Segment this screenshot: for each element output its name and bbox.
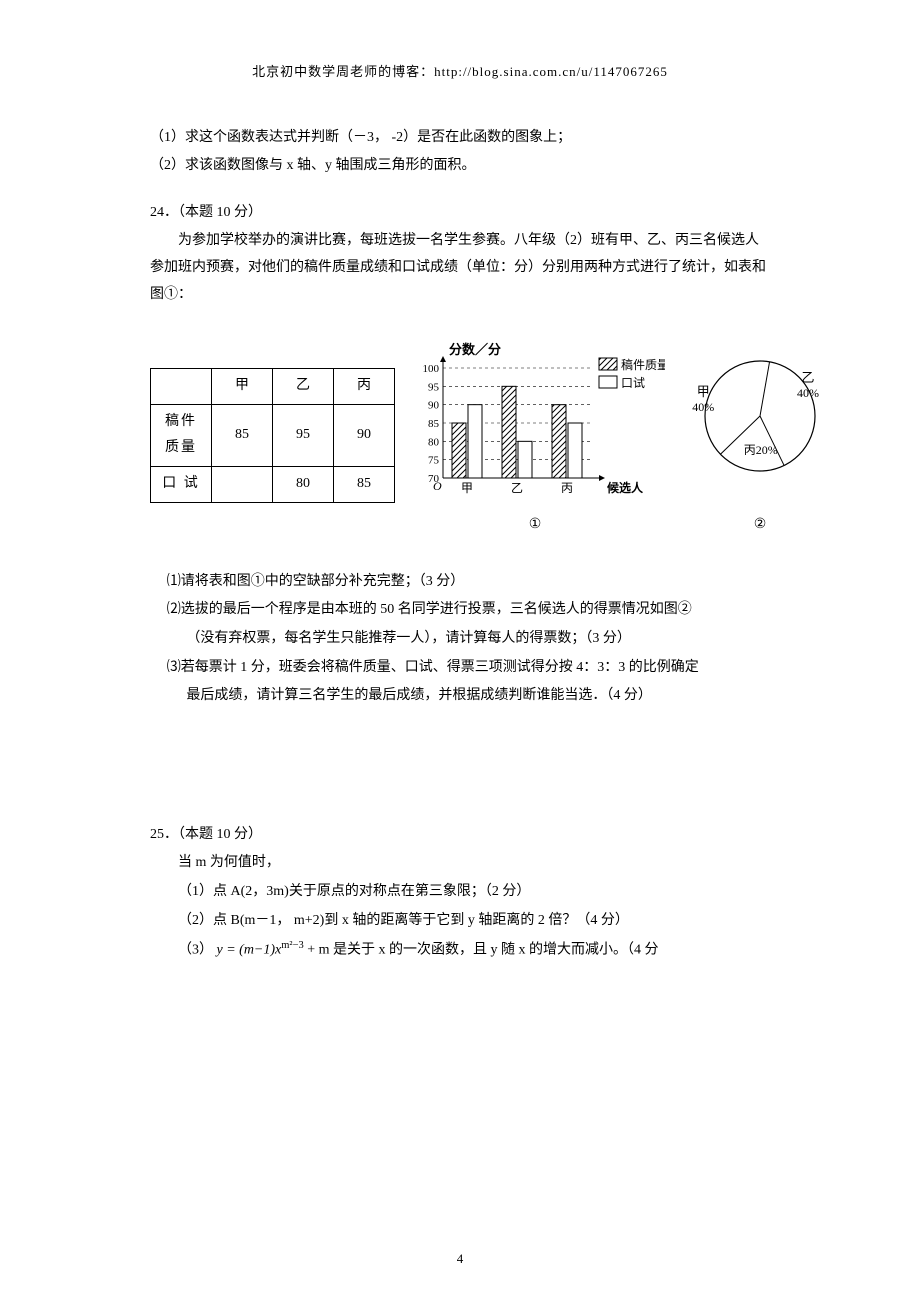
q24-sub1: ⑴请将表和图①中的空缺部分补充完整；（3 分） [150, 569, 770, 596]
page-header: 北京初中数学周老师的博客：http://blog.sina.com.cn/u/1… [150, 60, 770, 85]
svg-text:乙: 乙 [511, 481, 523, 495]
bar-chart: 707580859095100甲乙丙分数／分候选人O稿件质量口试 [405, 338, 665, 508]
q24-sub2a: ⑵选拔的最后一个程序是由本班的 50 名同学进行投票，三名候选人的得票情况如图② [150, 597, 770, 624]
q24-head: 24．（本题 10 分） [150, 200, 770, 227]
figure-row: 甲 乙 丙 稿件质量 85 95 90 口 试 80 85 [150, 338, 770, 539]
pie-chart: 乙40%丙20%甲40% [675, 338, 845, 508]
table-cell: 口 试 [151, 467, 212, 503]
svg-text:口试: 口试 [621, 375, 645, 390]
q-prev-line1: （1）求这个函数表达式并判断（－3， -2）是否在此函数的图象上； [150, 125, 770, 152]
svg-text:稿件质量: 稿件质量 [621, 357, 665, 372]
q25-s3-post: + m 是关于 x 的一次函数，且 y 随 x 的增大而减小。（4 分 [307, 943, 658, 958]
svg-text:75: 75 [428, 455, 440, 467]
table-block: 甲 乙 丙 稿件质量 85 95 90 口 试 80 85 [150, 338, 395, 502]
q24-subquestions: ⑴请将表和图①中的空缺部分补充完整；（3 分） ⑵选拔的最后一个程序是由本班的 … [150, 569, 770, 710]
table-cell: 90 [334, 404, 395, 466]
table-cell: 95 [273, 404, 334, 466]
q25-sub3: （3） y = (m−1)xm²−3 + m 是关于 x 的一次函数，且 y 随… [178, 936, 770, 964]
bar-chart-block: 707580859095100甲乙丙分数／分候选人O稿件质量口试 ① [405, 338, 665, 539]
svg-text:分数／分: 分数／分 [449, 342, 501, 357]
q24-body: 为参加学校举办的演讲比赛，每班选拔一名学生参赛。八年级（2）班有甲、乙、丙三名候… [150, 228, 770, 308]
svg-text:80: 80 [428, 437, 440, 449]
q25-subquestions: （1）点 A(2，3m)关于原点的对称点在第三象限；（2 分） （2）点 B(m… [150, 879, 770, 964]
table-cell: 85 [212, 404, 273, 466]
figure-label-2: ② [675, 512, 845, 539]
svg-text:85: 85 [428, 418, 440, 430]
table-row: 稿件质量 85 95 90 [151, 404, 395, 466]
svg-text:丙20%: 丙20% [744, 443, 778, 457]
q25-lead: 当 m 为何值时， [150, 850, 770, 877]
table-row: 口 试 80 85 [151, 467, 395, 503]
q25-sub2: （2）点 B(m－1， m+2)到 x 轴的距离等于它到 y 轴距离的 2 倍？… [178, 908, 770, 935]
q25-s3-pre: （3） [178, 943, 213, 958]
page: 北京初中数学周老师的博客：http://blog.sina.com.cn/u/1… [0, 0, 920, 1302]
figure-label-1: ① [405, 512, 665, 539]
svg-text:100: 100 [423, 363, 440, 375]
table-cell: 稿件质量 [151, 404, 212, 466]
q25-s3-exp: m²−3 [281, 940, 304, 951]
table-cell [151, 369, 212, 405]
svg-text:候选人: 候选人 [607, 480, 644, 495]
svg-text:40%: 40% [692, 400, 714, 414]
table-cell: 乙 [273, 369, 334, 405]
svg-text:乙: 乙 [801, 370, 814, 385]
svg-text:40%: 40% [797, 386, 819, 400]
table-row: 甲 乙 丙 [151, 369, 395, 405]
table-cell [212, 467, 273, 503]
table-cell: 85 [334, 467, 395, 503]
q24-sub3a: ⑶若每票计 1 分，班委会将稿件质量、口试、得票三项测试得分按 4：3：3 的比… [150, 655, 770, 682]
q24-sub3b: 最后成绩，请计算三名学生的最后成绩，并根据成绩判断谁能当选．（4 分） [150, 683, 770, 710]
svg-text:丙: 丙 [561, 481, 573, 495]
q-prev-line2: （2）求该函数图像与 x 轴、y 轴围成三角形的面积。 [150, 153, 770, 180]
q25-s3-math: y = (m−1)x [217, 943, 282, 958]
svg-text:90: 90 [428, 400, 440, 412]
q25-sub1: （1）点 A(2，3m)关于原点的对称点在第三象限；（2 分） [178, 879, 770, 906]
svg-text:95: 95 [428, 382, 440, 394]
score-table: 甲 乙 丙 稿件质量 85 95 90 口 试 80 85 [150, 368, 395, 502]
q24-sub2b: （没有弃权票，每名学生只能推荐一人），请计算每人的得票数；（3 分） [150, 626, 770, 653]
svg-text:甲: 甲 [461, 481, 473, 495]
table-cell: 丙 [334, 369, 395, 405]
page-number: 4 [0, 1247, 920, 1272]
svg-text:O: O [433, 479, 442, 493]
q25-head: 25．（本题 10 分） [150, 822, 770, 849]
pie-chart-block: 乙40%丙20%甲40% ② [675, 338, 845, 539]
svg-text:甲: 甲 [697, 384, 710, 399]
table-cell: 甲 [212, 369, 273, 405]
table-cell: 80 [273, 467, 334, 503]
